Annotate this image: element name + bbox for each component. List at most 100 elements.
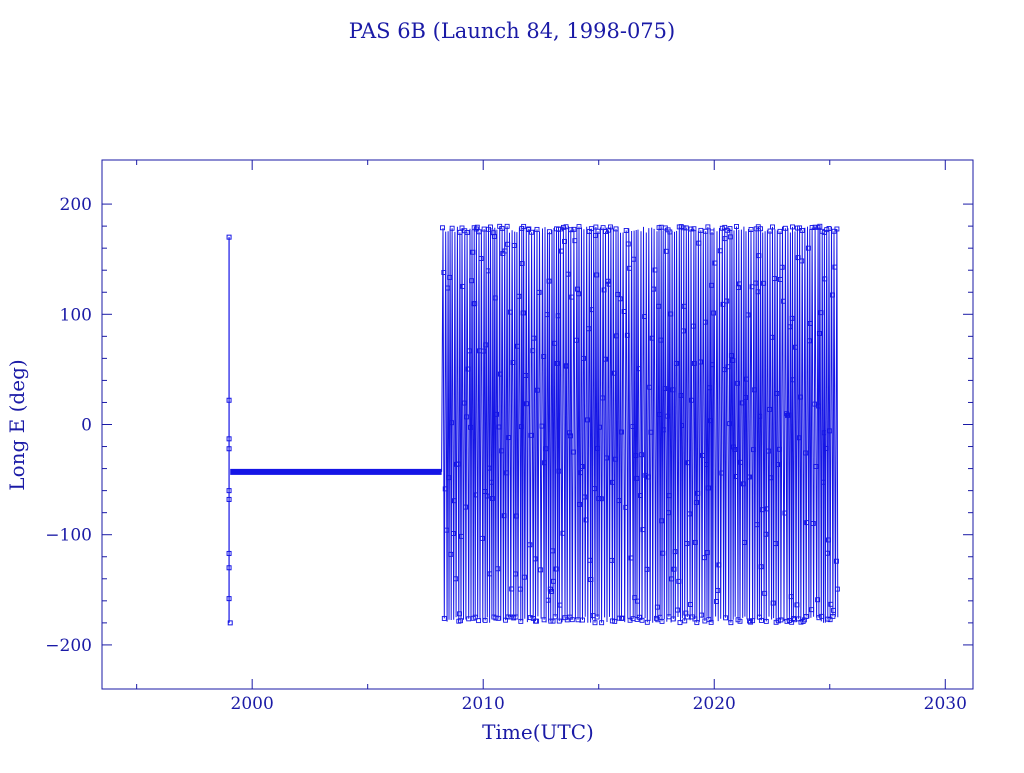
data-point xyxy=(658,337,664,343)
data-point xyxy=(698,227,704,233)
data-point xyxy=(499,225,505,231)
data-point xyxy=(485,268,491,274)
data-point xyxy=(227,620,233,626)
data-point xyxy=(449,225,455,231)
data-point xyxy=(513,614,519,620)
data-point xyxy=(474,224,480,230)
data-point xyxy=(486,465,492,471)
data-point xyxy=(707,385,713,391)
data-point xyxy=(510,360,516,365)
data-point xyxy=(501,513,507,519)
data-point xyxy=(810,521,816,526)
data-point xyxy=(816,331,822,336)
data-point xyxy=(226,446,232,452)
data-point xyxy=(775,462,781,468)
data-point xyxy=(660,550,666,556)
data-point xyxy=(518,424,524,430)
data-point xyxy=(506,435,512,441)
data-point xyxy=(670,616,676,622)
data-point xyxy=(687,511,693,517)
data-point xyxy=(621,309,627,314)
data-point xyxy=(551,578,556,584)
data-point xyxy=(592,486,597,492)
data-point xyxy=(584,417,590,423)
data-point xyxy=(594,614,600,620)
data-point xyxy=(543,446,549,452)
data-point xyxy=(564,617,570,623)
data-point xyxy=(576,291,582,297)
data-point xyxy=(441,270,447,275)
data-point xyxy=(689,397,695,403)
data-point xyxy=(536,289,542,295)
data-point xyxy=(476,618,482,624)
data-point xyxy=(527,615,533,621)
data-point xyxy=(496,424,502,430)
data-point xyxy=(552,340,558,346)
data-point xyxy=(627,265,633,271)
data-point xyxy=(779,264,785,270)
data-point xyxy=(448,551,454,557)
data-point xyxy=(553,566,559,572)
data-point xyxy=(771,276,777,282)
data-point xyxy=(782,510,788,516)
data-point xyxy=(673,360,679,366)
data-point xyxy=(493,411,499,417)
data-point xyxy=(617,296,623,302)
data-point xyxy=(554,360,560,366)
data-point xyxy=(821,430,827,436)
data-point xyxy=(526,226,532,232)
data-point xyxy=(499,448,505,454)
data-point xyxy=(774,390,780,396)
data-point xyxy=(534,618,539,624)
data-point xyxy=(484,493,490,499)
data-point xyxy=(226,488,232,494)
data-point xyxy=(639,617,645,623)
data-point xyxy=(544,312,550,318)
data-point xyxy=(834,586,840,592)
data-point xyxy=(518,618,524,624)
data-point xyxy=(576,224,582,230)
data-point xyxy=(746,474,752,480)
x-tick-label: 2020 xyxy=(693,694,736,714)
data-point xyxy=(600,395,606,401)
data-point xyxy=(671,566,677,572)
data-point xyxy=(472,301,478,307)
data-point xyxy=(541,617,547,623)
data-point xyxy=(727,234,733,240)
data-point xyxy=(623,228,629,233)
data-point xyxy=(796,435,802,441)
data-point xyxy=(623,504,629,510)
data-point xyxy=(451,498,457,504)
data-point xyxy=(226,550,232,556)
data-point xyxy=(505,614,511,620)
data-point xyxy=(788,594,794,600)
data-point xyxy=(609,557,615,563)
data-point xyxy=(511,243,517,248)
data-point xyxy=(700,452,706,458)
data-point xyxy=(702,319,708,325)
data-point xyxy=(588,226,594,232)
data-point xyxy=(717,248,723,254)
data-point xyxy=(604,455,609,461)
data-point xyxy=(696,240,702,246)
data-point xyxy=(569,617,575,623)
data-point xyxy=(751,447,756,453)
data-point xyxy=(694,620,700,626)
data-point xyxy=(497,371,503,377)
data-point xyxy=(708,619,714,625)
data-point xyxy=(651,286,657,292)
data-point xyxy=(709,362,715,368)
data-point xyxy=(541,354,547,359)
data-point xyxy=(446,475,452,481)
data-point xyxy=(642,314,648,319)
data-point xyxy=(820,479,826,485)
data-point xyxy=(681,225,687,231)
data-point xyxy=(568,227,574,233)
data-point xyxy=(624,332,630,338)
data-point xyxy=(711,310,716,316)
series-line-drift xyxy=(441,226,839,623)
data-point xyxy=(226,436,232,442)
data-point xyxy=(625,241,631,247)
data-point xyxy=(714,599,719,604)
data-point xyxy=(665,413,671,419)
